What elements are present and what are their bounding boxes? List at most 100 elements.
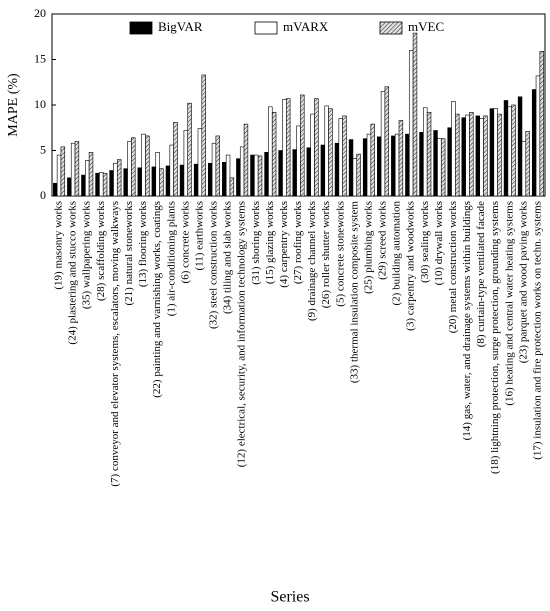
bar [145, 135, 150, 197]
x-tick-label: (19) masonry works [53, 201, 65, 290]
bar [211, 142, 217, 197]
bar [493, 108, 498, 197]
bar [525, 131, 530, 197]
bar [433, 130, 438, 197]
bar [455, 113, 460, 197]
bar [465, 114, 470, 197]
bar [517, 96, 523, 197]
bar [531, 89, 537, 197]
bar [67, 177, 72, 197]
bar [377, 136, 382, 197]
x-tick-label: (12) electrical, security, and informati… [236, 201, 248, 467]
legend-swatch [254, 21, 278, 35]
bar [469, 111, 474, 197]
bar [483, 115, 488, 197]
bar [187, 102, 192, 197]
bar [380, 91, 386, 197]
x-tick-label: (32) steel construction works [208, 201, 220, 329]
bar [113, 162, 118, 197]
bar [328, 108, 333, 197]
bar [229, 177, 235, 197]
x-tick-label: (11) earthworks [193, 201, 205, 271]
x-tick-label: (29) screed works [377, 201, 389, 280]
bar [338, 118, 343, 197]
x-tick-label: (2) building automation [391, 201, 403, 306]
bar [239, 146, 245, 197]
y-tick-label: 10 [34, 97, 46, 111]
bar [179, 164, 185, 197]
x-tick-label: (7) conveyor and elevator systems, escal… [109, 201, 121, 487]
bar [215, 135, 220, 197]
bar [183, 130, 189, 197]
bar [137, 167, 142, 197]
bar [236, 158, 241, 197]
bar [116, 159, 122, 197]
bar [348, 139, 354, 197]
bar [159, 168, 164, 197]
bar [88, 152, 94, 197]
bar [257, 155, 263, 197]
bar [342, 115, 347, 197]
x-tick-label: (22) painting and varnishing works, coat… [151, 201, 163, 398]
bar [155, 152, 160, 197]
bar [352, 158, 358, 197]
bar [282, 99, 287, 197]
bar [222, 162, 227, 197]
bar [109, 170, 114, 197]
bar [334, 142, 340, 197]
bar [56, 154, 62, 197]
bar [102, 172, 108, 197]
x-tick-label: (18) lightning protection, surge protect… [489, 201, 501, 474]
bar [511, 104, 516, 197]
legend-label: BigVAR [158, 19, 203, 34]
x-tick-label: (6) concrete works [179, 201, 191, 283]
bar [286, 98, 291, 197]
bar [268, 106, 273, 197]
bar [503, 100, 509, 197]
bar [95, 172, 100, 197]
bar [310, 113, 315, 197]
bar [264, 152, 269, 197]
bar [521, 141, 527, 197]
x-tick-label: (34) tiling and slab works [222, 201, 234, 314]
bar [370, 123, 375, 197]
legend-swatch [379, 21, 403, 35]
bar [197, 128, 203, 197]
bar [193, 163, 199, 197]
legend-label: mVEC [408, 19, 444, 34]
bar [292, 149, 297, 197]
y-tick-label: 0 [40, 188, 46, 202]
x-tick-label: (31) shoring works [250, 201, 262, 285]
y-axis-label: MAPE (%) [6, 73, 21, 137]
bar [391, 135, 396, 197]
bar [141, 133, 146, 197]
bar [131, 137, 136, 197]
x-tick-label: (25) plumbing works [362, 201, 374, 294]
bar [451, 101, 456, 197]
bar [324, 105, 329, 197]
bar [437, 138, 442, 197]
bar [243, 123, 249, 197]
bar [123, 168, 128, 197]
x-tick-label: (30) sealing works [419, 201, 431, 283]
x-tick-label: (26) roller shutter works [320, 201, 332, 308]
x-tick-label: (1) air-conditioning plants [165, 201, 177, 316]
bar [70, 142, 76, 197]
x-tick-label: (28) scaffolding works [95, 201, 107, 301]
bar [271, 111, 277, 197]
x-tick-label: (9) drainage channel works [306, 201, 318, 321]
bar [394, 133, 400, 197]
bar [169, 144, 174, 197]
bar [489, 108, 495, 197]
x-tick-label: (33) thermal insulation composite system [348, 201, 360, 384]
bar [99, 172, 104, 197]
x-tick-label: (10) drywall works [433, 201, 445, 285]
bar [60, 146, 66, 197]
bar [412, 32, 418, 197]
bar [405, 133, 410, 197]
bar [423, 107, 428, 197]
bar [384, 86, 390, 197]
bar [85, 160, 90, 197]
bar [127, 141, 132, 197]
